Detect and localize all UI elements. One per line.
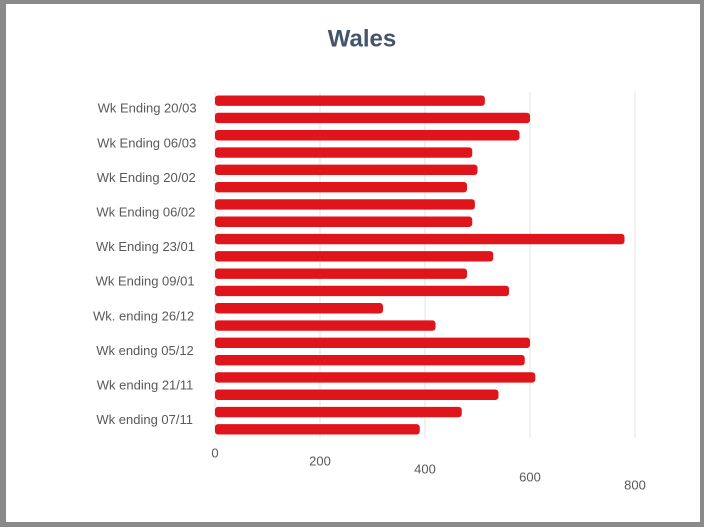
y-tick-label: Wk Ending 20/02 [97,170,196,185]
y-tick-label: Wk Ending 06/03 [97,135,196,150]
bar [215,389,499,400]
bar [215,285,509,297]
bar [215,406,462,418]
bar [215,251,494,262]
y-tick-label: Wk ending 05/12 [96,343,194,358]
x-tick-label: 0 [211,445,218,460]
bar [215,95,485,106]
bar [215,216,473,227]
bar [215,268,467,279]
bar [215,164,478,176]
x-tick-label: 200 [309,453,331,468]
bar [215,147,473,158]
y-tick-label: Wk Ending 23/01 [96,239,195,254]
y-tick-label: Wk Ending 20/03 [98,101,197,116]
bar [215,424,420,435]
bar [215,112,530,124]
bar [215,130,520,141]
y-tick-label: Wk ending 07/11 [96,412,193,427]
y-tick-label: Wk. ending 26/12 [93,308,194,323]
x-tick-label: 400 [414,461,436,476]
y-tick-label: Wk Ending 09/01 [96,274,195,289]
x-tick-label: 800 [624,477,646,492]
chart-title: Wales [328,25,396,52]
x-tick-label: 600 [519,469,541,484]
bar [215,181,467,193]
y-tick-label: Wk ending 21/11 [97,378,194,393]
bar [215,337,530,349]
bar [215,303,383,314]
bar [215,233,625,245]
chart-area [6,4,700,522]
y-tick-label: Wk Ending 06/02 [96,205,195,220]
bar [215,199,475,210]
bar [215,354,525,366]
bar [215,320,436,331]
bar [215,372,536,383]
